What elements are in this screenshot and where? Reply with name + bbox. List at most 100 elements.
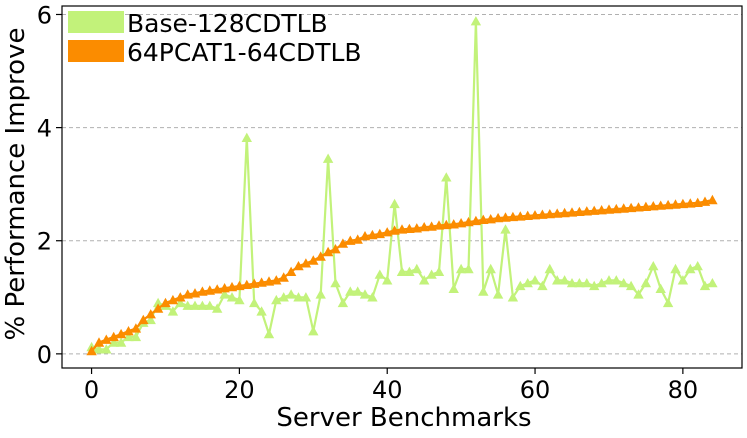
grid-lines bbox=[62, 13, 742, 355]
data-point-64pcat1-64cdtlb bbox=[197, 286, 208, 296]
data-point-base-128cdtlb bbox=[308, 326, 319, 336]
data-point-base-128cdtlb bbox=[256, 306, 267, 316]
data-point-64pcat1-64cdtlb bbox=[115, 328, 127, 339]
data-point-base-128cdtlb bbox=[633, 289, 644, 299]
y-tick-label: 4 bbox=[37, 115, 52, 143]
data-point-base-128cdtlb bbox=[345, 286, 356, 296]
data-point-base-128cdtlb bbox=[677, 275, 689, 285]
data-point-64pcat1-64cdtlb bbox=[655, 200, 666, 210]
data-point-64pcat1-64cdtlb bbox=[574, 206, 585, 216]
data-point-base-128cdtlb bbox=[367, 292, 378, 302]
legend: Base-128CDTLB 64PCAT1-64CDTLB bbox=[68, 9, 362, 67]
data-point-base-128cdtlb bbox=[300, 292, 312, 302]
data-point-base-128cdtlb bbox=[640, 278, 652, 288]
y-tick-label: 6 bbox=[37, 1, 52, 29]
data-point-base-128cdtlb bbox=[219, 289, 230, 299]
data-point-64pcat1-64cdtlb bbox=[175, 292, 186, 302]
data-point-base-128cdtlb bbox=[685, 263, 696, 274]
data-point-base-128cdtlb bbox=[145, 314, 156, 325]
data-point-64pcat1-64cdtlb bbox=[108, 331, 119, 342]
data-point-64pcat1-64cdtlb bbox=[86, 345, 97, 356]
data-point-base-128cdtlb bbox=[441, 172, 452, 182]
data-point-64pcat1-64cdtlb bbox=[625, 202, 637, 213]
data-point-64pcat1-64cdtlb bbox=[492, 212, 504, 223]
data-point-64pcat1-64cdtlb bbox=[93, 337, 105, 347]
data-point-64pcat1-64cdtlb bbox=[419, 222, 430, 232]
data-point-base-128cdtlb bbox=[241, 132, 252, 142]
data-point-base-128cdtlb bbox=[389, 198, 400, 209]
data-point-base-128cdtlb bbox=[197, 300, 208, 310]
data-point-base-128cdtlb bbox=[359, 289, 371, 299]
data-point-64pcat1-64cdtlb bbox=[226, 281, 238, 292]
data-point-base-128cdtlb bbox=[123, 331, 134, 342]
data-point-base-128cdtlb bbox=[249, 297, 260, 308]
x-tick-label: 60 bbox=[520, 376, 551, 404]
data-point-64pcat1-64cdtlb bbox=[633, 202, 644, 212]
data-point-64pcat1-64cdtlb bbox=[241, 279, 252, 289]
x-tick-label: 40 bbox=[372, 376, 403, 404]
data-point-64pcat1-64cdtlb bbox=[352, 234, 363, 244]
data-point-base-128cdtlb bbox=[419, 275, 430, 285]
data-point-64pcat1-64cdtlb bbox=[566, 207, 578, 217]
data-point-64pcat1-64cdtlb bbox=[485, 214, 496, 224]
data-point-64pcat1-64cdtlb bbox=[337, 238, 349, 248]
data-point-base-128cdtlb bbox=[182, 300, 193, 310]
data-point-base-128cdtlb bbox=[670, 263, 681, 274]
data-point-base-128cdtlb bbox=[278, 292, 289, 302]
data-point-base-128cdtlb bbox=[411, 263, 422, 274]
data-point-64pcat1-64cdtlb bbox=[589, 205, 600, 215]
data-point-64pcat1-64cdtlb bbox=[552, 208, 563, 218]
data-point-64pcat1-64cdtlb bbox=[219, 283, 230, 293]
data-point-64pcat1-64cdtlb bbox=[433, 220, 445, 230]
data-point-64pcat1-64cdtlb bbox=[455, 218, 467, 228]
data-point-64pcat1-64cdtlb bbox=[234, 280, 245, 291]
data-point-64pcat1-64cdtlb bbox=[411, 223, 422, 233]
legend-label-64pcat1-64cdtlb: 64PCAT1-64CDTLB bbox=[127, 38, 362, 67]
data-point-base-128cdtlb bbox=[167, 306, 179, 316]
y-tick-label: 2 bbox=[37, 228, 52, 256]
data-point-base-128cdtlb bbox=[293, 292, 304, 302]
data-point-base-128cdtlb bbox=[655, 283, 666, 293]
series-64pcat1-64cdtlb bbox=[86, 194, 718, 356]
data-point-64pcat1-64cdtlb bbox=[212, 284, 223, 294]
data-point-base-128cdtlb bbox=[189, 300, 201, 310]
data-point-base-128cdtlb bbox=[500, 224, 511, 234]
data-point-64pcat1-64cdtlb bbox=[648, 201, 659, 211]
data-point-64pcat1-64cdtlb bbox=[596, 205, 607, 215]
data-point-64pcat1-64cdtlb bbox=[152, 303, 164, 313]
data-point-base-128cdtlb bbox=[492, 289, 504, 299]
data-point-64pcat1-64cdtlb bbox=[670, 199, 681, 209]
data-point-base-128cdtlb bbox=[485, 263, 496, 274]
data-point-64pcat1-64cdtlb bbox=[677, 198, 689, 209]
data-point-64pcat1-64cdtlb bbox=[367, 229, 378, 240]
data-point-64pcat1-64cdtlb bbox=[256, 277, 267, 287]
data-point-base-128cdtlb bbox=[478, 286, 489, 296]
data-point-base-128cdtlb bbox=[648, 261, 659, 271]
data-point-64pcat1-64cdtlb bbox=[685, 198, 696, 208]
data-point-64pcat1-64cdtlb bbox=[160, 297, 171, 308]
data-point-64pcat1-64cdtlb bbox=[285, 266, 297, 276]
data-point-base-128cdtlb bbox=[470, 16, 482, 26]
data-point-base-128cdtlb bbox=[707, 278, 718, 288]
data-point-base-128cdtlb bbox=[552, 275, 563, 285]
series-base-128cdtlb bbox=[86, 16, 718, 354]
data-point-base-128cdtlb bbox=[544, 263, 555, 274]
data-point-base-128cdtlb bbox=[589, 280, 600, 291]
data-point-64pcat1-64cdtlb bbox=[707, 194, 718, 205]
data-point-base-128cdtlb bbox=[433, 266, 445, 276]
x-tick-label: 20 bbox=[224, 376, 255, 404]
data-point-64pcat1-64cdtlb bbox=[359, 231, 371, 241]
data-point-base-128cdtlb bbox=[603, 275, 615, 285]
data-point-64pcat1-64cdtlb bbox=[322, 246, 334, 257]
data-point-64pcat1-64cdtlb bbox=[611, 203, 622, 214]
data-point-64pcat1-64cdtlb bbox=[581, 206, 592, 216]
data-point-64pcat1-64cdtlb bbox=[515, 211, 526, 221]
data-point-base-128cdtlb bbox=[263, 328, 275, 339]
data-point-64pcat1-64cdtlb bbox=[101, 334, 112, 344]
data-point-64pcat1-64cdtlb bbox=[263, 276, 275, 286]
data-point-base-128cdtlb bbox=[352, 286, 363, 296]
data-point-base-128cdtlb bbox=[574, 278, 585, 288]
data-point-64pcat1-64cdtlb bbox=[138, 314, 149, 325]
data-point-64pcat1-64cdtlb bbox=[507, 211, 519, 222]
data-point-base-128cdtlb bbox=[692, 261, 703, 271]
